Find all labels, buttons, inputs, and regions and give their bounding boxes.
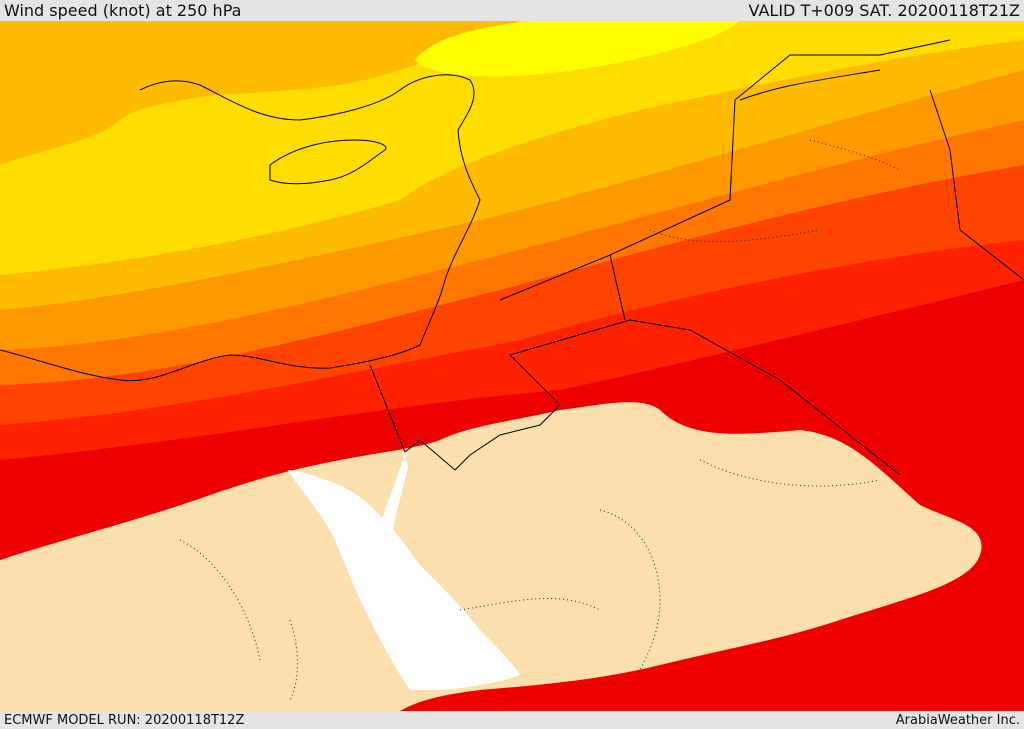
model-run-label: ECMWF MODEL RUN: 20200118T12Z — [4, 712, 245, 728]
wind-map — [0, 21, 1024, 711]
valid-time: VALID T+009 SAT. 20200118T21Z — [748, 1, 1020, 20]
map-header: Wind speed (knot) at 250 hPa VALID T+009… — [0, 0, 1024, 21]
internal-boundaries — [179, 139, 901, 701]
gulf-of-aqaba — [379, 452, 408, 540]
map-footer: ECMWF MODEL RUN: 20200118T12Z ArabiaWeat… — [0, 711, 1024, 729]
calm-desert-region — [0, 402, 982, 711]
map-title: Wind speed (knot) at 250 hPa — [4, 1, 242, 20]
cyprus — [269, 139, 387, 185]
credit-label: ArabiaWeather Inc. — [895, 712, 1020, 728]
coastline — [0, 74, 481, 382]
red-sea — [288, 470, 520, 690]
wind-speed-map — [0, 21, 1024, 711]
band-3 — [55, 70, 480, 249]
band-2 — [415, 21, 740, 77]
borders — [369, 39, 1024, 476]
